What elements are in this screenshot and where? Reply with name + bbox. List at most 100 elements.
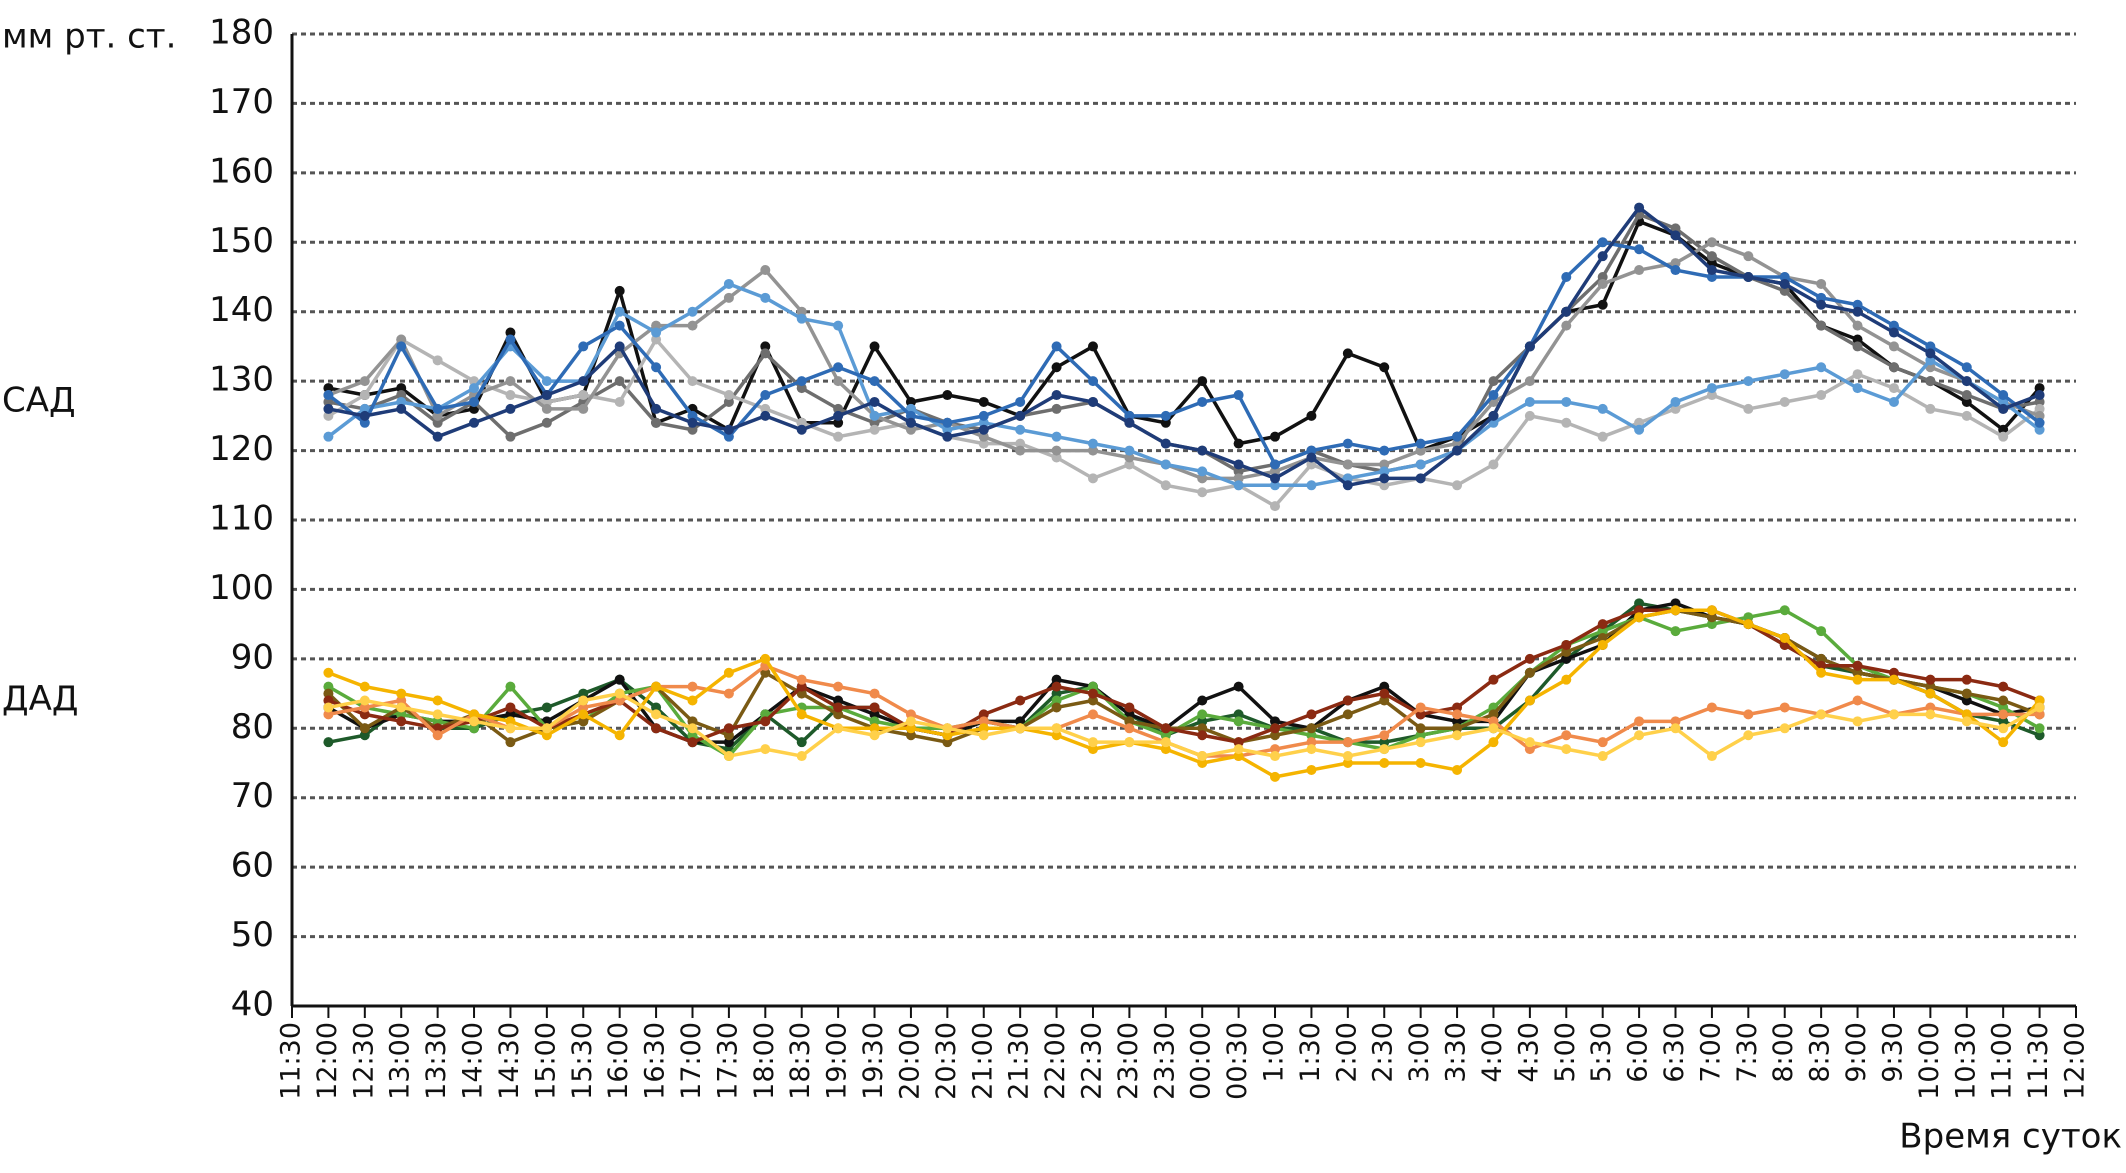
x-tick-label: 6:00 (1623, 1022, 1654, 1083)
data-point (1998, 709, 2009, 720)
data-point (869, 424, 880, 435)
data-point (1379, 758, 1390, 768)
data-point (1051, 723, 1062, 734)
data-point (1743, 403, 1754, 414)
data-point (1706, 751, 1717, 762)
data-point (796, 737, 807, 748)
data-point (1961, 716, 1972, 727)
data-point (760, 716, 771, 727)
x-tick-label: 6:30 (1659, 1022, 1690, 1083)
data-point (1597, 403, 1608, 414)
data-point (1670, 716, 1681, 727)
data-point (687, 695, 698, 706)
data-point (1597, 737, 1608, 748)
data-point (1015, 438, 1026, 449)
data-point (1779, 723, 1790, 734)
data-point (396, 709, 407, 720)
data-point (1961, 362, 1972, 373)
data-point (1342, 480, 1353, 491)
data-point (1197, 709, 1208, 720)
data-point (1270, 723, 1281, 734)
data-point (1779, 285, 1790, 296)
data-point (2034, 390, 2045, 401)
data-point (978, 716, 989, 727)
data-point (1087, 681, 1098, 692)
x-tick-label: 15:00 (530, 1022, 561, 1100)
data-point (1197, 466, 1208, 477)
x-tick-label: 21:00 (967, 1022, 998, 1100)
data-point (1706, 251, 1717, 262)
data-point (796, 681, 807, 692)
data-point (1233, 438, 1244, 449)
x-tick-label: 18:00 (749, 1022, 780, 1100)
data-point (1779, 278, 1790, 289)
data-point (1379, 744, 1390, 755)
data-point (1452, 480, 1463, 491)
data-point (1706, 605, 1717, 616)
y-tick-label: 160 (209, 151, 274, 191)
data-point (1379, 681, 1390, 692)
annotation: ДАД (2, 679, 78, 719)
data-point (1998, 431, 2009, 442)
data-point (1998, 396, 2009, 407)
data-point (1306, 452, 1317, 463)
series-line (327, 337, 2041, 508)
data-point (1233, 390, 1244, 401)
data-point (1342, 695, 1353, 706)
data-point (1197, 751, 1208, 762)
data-point (1597, 633, 1608, 644)
data-point (1452, 730, 1463, 741)
data-point (614, 674, 625, 685)
data-point (1197, 758, 1208, 768)
data-point (1233, 473, 1244, 484)
data-point (1306, 480, 1317, 491)
data-point (905, 730, 916, 741)
data-point (359, 390, 370, 401)
data-point (978, 438, 989, 449)
data-point (1087, 695, 1098, 706)
data-point (1706, 237, 1717, 248)
y-tick-label: 60 (231, 846, 274, 886)
y-tick-label: 140 (209, 290, 274, 330)
data-point (687, 424, 698, 435)
data-point (942, 390, 953, 401)
data-point (1852, 383, 1863, 394)
data-point (1197, 487, 1208, 498)
data-point (942, 723, 953, 734)
data-point (1561, 730, 1572, 741)
data-point (1342, 438, 1353, 449)
data-point (1124, 723, 1135, 734)
data-point (833, 320, 844, 331)
data-point (1852, 695, 1863, 706)
data-point (1597, 751, 1608, 762)
data-point (1379, 362, 1390, 373)
data-point (1415, 730, 1426, 741)
data-point (1670, 626, 1681, 637)
data-point (1270, 771, 1281, 782)
data-point (359, 376, 370, 387)
data-point (1488, 737, 1499, 748)
data-point (1015, 723, 1026, 734)
data-point (1888, 709, 1899, 720)
data-point (1160, 723, 1171, 734)
data-point (1488, 709, 1499, 720)
data-point (1670, 396, 1681, 407)
data-point (578, 688, 589, 699)
data-point (1524, 737, 1535, 748)
data-point (541, 376, 552, 387)
data-point (1233, 466, 1244, 477)
data-point (578, 716, 589, 727)
data-point (1124, 737, 1135, 748)
data-point (1452, 702, 1463, 713)
data-point (396, 396, 407, 407)
data-point (833, 417, 844, 428)
data-point (1888, 362, 1899, 373)
data-point (578, 390, 589, 401)
series-line (327, 240, 2041, 481)
data-point (1415, 438, 1426, 449)
data-point (1197, 723, 1208, 734)
data-point (2034, 403, 2045, 414)
data-point (687, 723, 698, 734)
data-point (760, 653, 771, 664)
